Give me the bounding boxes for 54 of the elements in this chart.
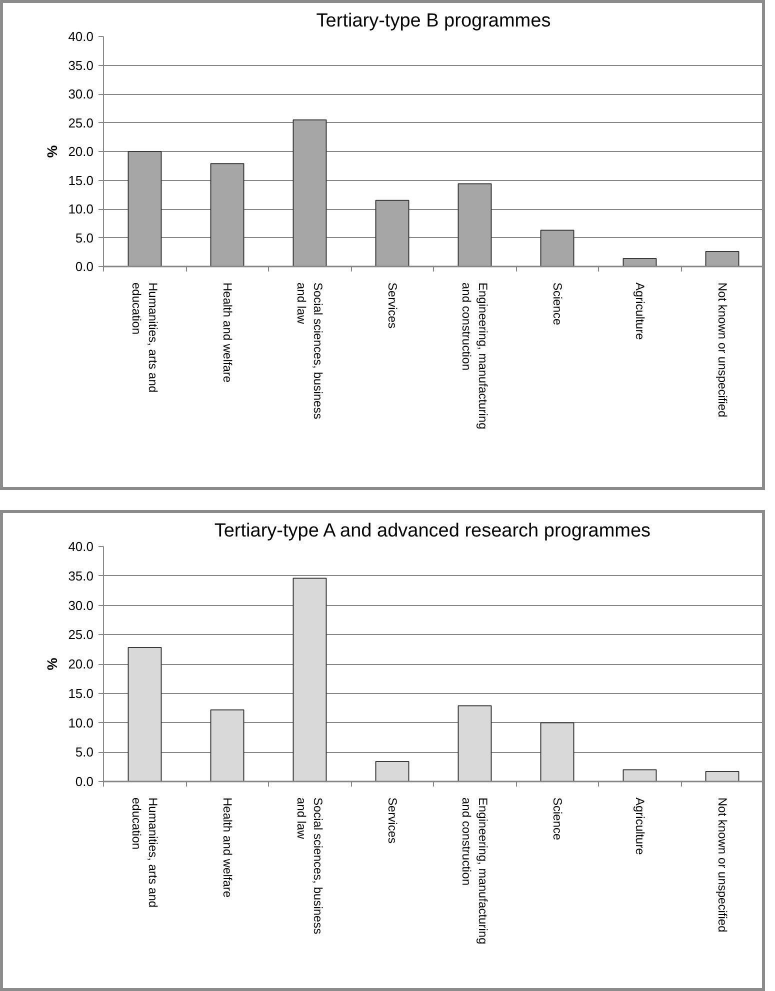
bar	[458, 705, 492, 782]
chart-title: Tertiary-type A and advanced research programmes	[214, 520, 651, 542]
bar	[210, 709, 244, 782]
y-tick-label: 5.0	[75, 230, 94, 246]
x-tick-label: Health and welfare	[220, 798, 234, 898]
y-tick-label: 40.0	[68, 29, 94, 44]
y-tick-label: 15.0	[68, 686, 94, 701]
bar	[622, 258, 657, 266]
y-tick-label: 35.0	[68, 568, 94, 584]
x-tick-label: Social sciences, business and law	[294, 798, 326, 934]
x-tick-label: Agriculture	[632, 282, 647, 340]
x-tick-label: Not known or unspecified	[715, 798, 730, 932]
x-tick-label: Engineering, manufacturing and construction	[459, 282, 490, 430]
x-tick-label: Agriculture	[632, 798, 647, 856]
x-tick-label: Not known or unspecified	[715, 282, 730, 418]
y-tick-label: 30.0	[68, 598, 94, 613]
y-tick-label: 20.0	[68, 144, 94, 159]
y-tick-label: 10.0	[68, 202, 94, 216]
x-tick-label: Social sciences, business and law	[294, 282, 326, 420]
x-tick-label: Health and welfare	[220, 282, 234, 383]
bar	[540, 722, 574, 782]
bar	[458, 183, 492, 266]
y-axis-title: %	[44, 657, 60, 670]
bar	[375, 761, 410, 782]
y-tick-label: 25.0	[68, 627, 94, 642]
chart-title: Tertiary-type B programmes	[316, 10, 551, 32]
x-tick-label: Services	[385, 282, 400, 329]
y-tick-label: 35.0	[68, 58, 94, 73]
x-tick-label: Engineering, manufacturing and construction	[459, 798, 490, 944]
y-tick-label: 30.0	[68, 86, 94, 102]
bar	[292, 578, 327, 782]
y-axis-title: %	[44, 144, 60, 158]
bar	[292, 119, 327, 266]
x-tick-label: Science	[550, 282, 564, 326]
y-tick-label: 0.0	[75, 774, 94, 789]
bar	[705, 771, 740, 782]
y-tick-label: 40.0	[68, 539, 94, 554]
y-tick-label: 0.0	[75, 259, 94, 274]
bar	[210, 163, 244, 266]
bar	[128, 151, 162, 266]
bar	[622, 769, 657, 782]
y-tick-label: 10.0	[68, 715, 94, 730]
x-tick-label: Humanities, arts and education	[129, 798, 160, 908]
bar	[540, 230, 574, 266]
x-tick-label: Science	[550, 798, 564, 841]
bar	[375, 200, 410, 266]
y-tick-label: 25.0	[68, 115, 94, 130]
x-tick-label: Services	[385, 798, 400, 844]
y-tick-label: 20.0	[68, 656, 94, 672]
y-tick-label: 15.0	[68, 172, 94, 188]
y-tick-label: 5.0	[75, 744, 94, 760]
bar	[705, 251, 740, 266]
bar	[128, 647, 162, 782]
x-tick-label: Humanities, arts and education	[129, 282, 160, 393]
